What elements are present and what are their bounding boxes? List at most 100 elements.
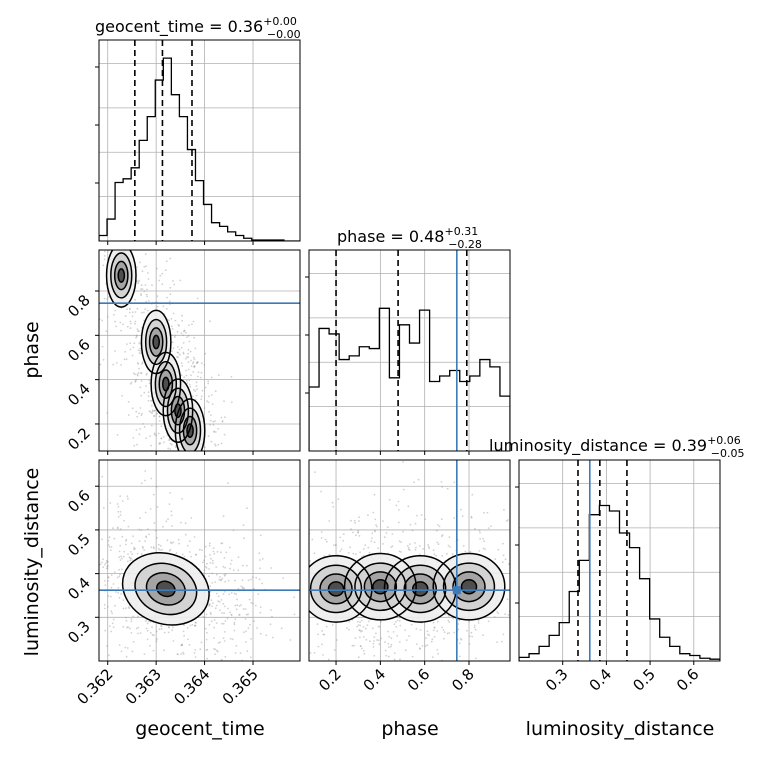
- sample-point: [374, 530, 376, 533]
- sample-point: [216, 573, 218, 576]
- sample-point: [178, 348, 181, 351]
- sample-point: [457, 628, 460, 631]
- sample-point: [144, 308, 147, 310]
- truth-lines-phase-luminosity_distance: [309, 460, 510, 661]
- ylabel-phase: phase: [21, 321, 43, 378]
- sample-point: [382, 520, 384, 522]
- sample-point: [280, 678, 282, 680]
- sample-point: [431, 656, 434, 659]
- sample-point: [212, 550, 215, 553]
- sample-point: [223, 400, 225, 403]
- sample-point: [304, 622, 306, 624]
- sample-point: [184, 468, 186, 470]
- contour-geocent_time-luminosity_distance-1-0: [134, 562, 198, 616]
- sample-point: [223, 574, 226, 577]
- sample-point: [162, 441, 165, 444]
- sample-point: [113, 537, 116, 540]
- sample-point: [364, 544, 367, 547]
- sample-point: [235, 608, 238, 611]
- sample-point: [93, 596, 95, 598]
- sample-point: [217, 595, 220, 598]
- sample-point: [411, 655, 414, 658]
- sample-point: [245, 630, 247, 633]
- sample-point: [359, 630, 362, 633]
- sample-point: [78, 515, 80, 517]
- sample-point: [244, 618, 247, 620]
- sample-point: [185, 357, 187, 360]
- sample-point: [252, 602, 254, 605]
- sample-point: [408, 635, 410, 637]
- sample-point: [419, 648, 422, 650]
- sample-point: [106, 316, 109, 318]
- sample-point: [147, 278, 150, 280]
- sample-point: [110, 630, 112, 633]
- sample-point: [110, 230, 112, 232]
- sample-point: [229, 611, 232, 614]
- sample-point: [286, 521, 288, 523]
- sample-point: [353, 519, 356, 522]
- sample-point: [140, 414, 143, 417]
- sample-point: [155, 485, 158, 488]
- contour-phase-luminosity_distance-3-2: [411, 581, 429, 597]
- sample-point: [271, 636, 274, 639]
- sample-point: [337, 498, 340, 500]
- sample-point: [57, 563, 59, 565]
- contour-phase-luminosity_distance-0-1: [343, 552, 417, 621]
- sample-point: [133, 342, 136, 345]
- sample-point: [176, 346, 179, 348]
- sample-point: [539, 570, 541, 572]
- sample-point: [140, 294, 142, 297]
- sample-point: [127, 236, 129, 238]
- sample-point: [141, 361, 144, 364]
- sample-point: [63, 606, 65, 608]
- sample-point: [404, 649, 407, 652]
- sample-point: [138, 352, 141, 355]
- sample-point: [464, 550, 467, 553]
- sample-point: [144, 620, 147, 622]
- sample-point: [571, 589, 573, 591]
- sample-point: [367, 546, 370, 549]
- sample-point: [433, 553, 436, 556]
- sample-point: [119, 510, 122, 513]
- sample-point: [229, 637, 232, 640]
- sample-point: [541, 586, 543, 588]
- sample-point: [99, 363, 102, 366]
- sample-point: [190, 359, 192, 362]
- sample-point: [196, 361, 199, 363]
- sample-point: [266, 593, 268, 595]
- sample-point: [140, 288, 142, 291]
- sample-point: [106, 560, 109, 563]
- sample-point: [65, 552, 67, 554]
- sample-point: [91, 582, 93, 584]
- sample-point: [442, 629, 445, 631]
- sample-point: [507, 613, 510, 616]
- density-level-geocent_time-phase-3-0: [118, 268, 125, 283]
- sample-point: [144, 511, 147, 514]
- sample-point: [251, 576, 254, 579]
- sample-point: [158, 443, 161, 445]
- sample-point: [134, 381, 137, 383]
- sample-point: [178, 667, 180, 669]
- sample-point: [133, 548, 135, 551]
- sample-point: [261, 582, 263, 585]
- sample-point: [136, 415, 139, 418]
- sample-point: [494, 558, 497, 561]
- sample-point: [172, 626, 174, 629]
- sample-point: [306, 499, 308, 501]
- contour-phase-luminosity_distance-0-3: [432, 552, 506, 621]
- sample-point: [513, 606, 515, 608]
- sample-point: [88, 513, 90, 515]
- sample-point: [357, 663, 359, 665]
- sample-point: [371, 537, 373, 539]
- sample-point: [125, 358, 128, 361]
- sample-point: [378, 625, 381, 628]
- sample-point: [220, 579, 223, 582]
- sample-point: [192, 361, 195, 364]
- sample-point: [335, 544, 337, 547]
- sample-point: [173, 455, 175, 457]
- sample-point: [204, 457, 206, 459]
- sample-point: [388, 667, 390, 669]
- sample-point: [168, 473, 170, 475]
- sample-point: [139, 407, 142, 409]
- sample-point: [416, 643, 418, 645]
